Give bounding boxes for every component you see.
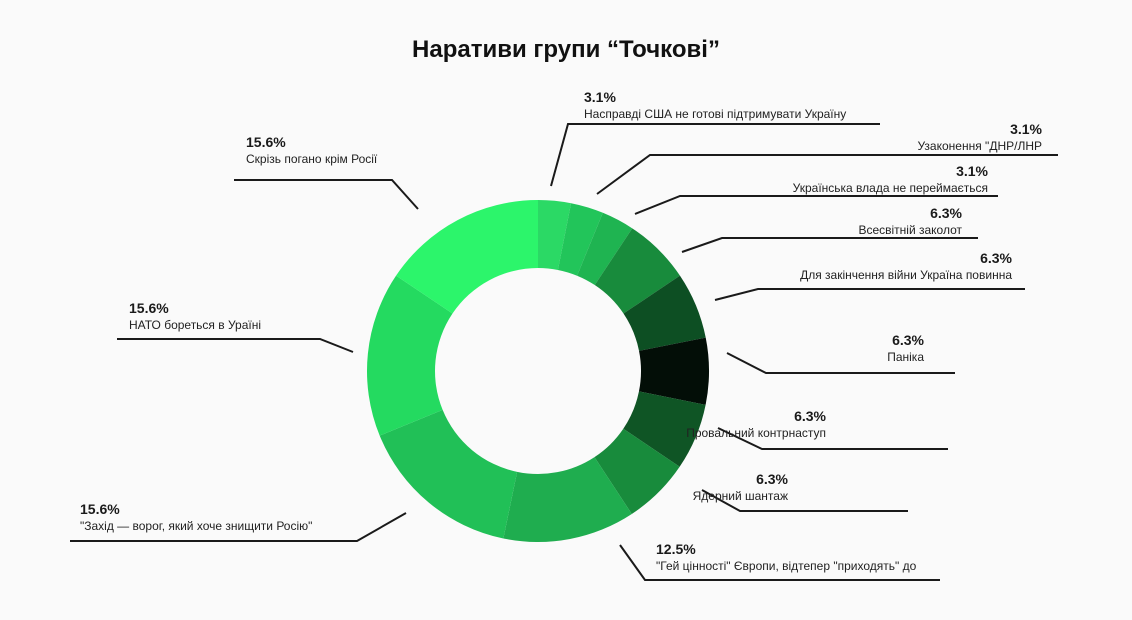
donut-slice: [594, 228, 680, 314]
donut-slice: [594, 428, 680, 514]
slice-percent: 15.6%: [80, 501, 120, 517]
slice-label: 6.3% Ядерний шантаж: [693, 470, 788, 504]
slice-label: 15.6% НАТО бореться в Ураїні: [129, 299, 261, 333]
donut-slice: [623, 275, 706, 351]
leader-line: [596, 154, 1058, 195]
leader-line: [717, 427, 948, 450]
slice-label: 15.6% Скрізь погано крім Росії: [246, 133, 377, 167]
leader-line: [234, 179, 419, 210]
donut-slice: [557, 203, 603, 276]
donut-slice: [638, 337, 709, 405]
slice-text: Провальний контрнаступ: [686, 426, 826, 440]
slice-percent: 6.3%: [756, 471, 788, 487]
donut-slice: [577, 212, 633, 286]
slice-percent: 6.3%: [930, 205, 962, 221]
leader-line: [726, 352, 955, 374]
slice-percent: 3.1%: [584, 89, 616, 105]
slice-label: 6.3% Провальний контрнаступ: [686, 407, 826, 441]
slice-label: 3.1% Узаконення "ДНР/ЛНР: [917, 120, 1042, 154]
donut-slice: [367, 275, 453, 436]
slice-percent: 15.6%: [129, 300, 169, 316]
leader-line: [714, 288, 1025, 301]
slice-percent: 6.3%: [980, 250, 1012, 266]
chart-title: Наративи групи “Точкові”: [412, 36, 720, 63]
slice-text: Скрізь погано крім Росії: [246, 152, 378, 166]
slice-percent: 6.3%: [794, 408, 826, 424]
leader-line: [70, 512, 407, 542]
donut-slice: [396, 200, 538, 314]
leader-line: [701, 489, 908, 512]
donut-slice: [623, 391, 706, 467]
leader-line: [550, 123, 880, 187]
slice-text: "Захід — ворог, який хоче знищити Росію": [80, 519, 313, 533]
leader-line: [619, 544, 940, 581]
slice-percent: 6.3%: [892, 332, 924, 348]
slice-label: 3.1% Українська влада не переймається: [793, 162, 988, 196]
slice-text: Насправді США не готові підтримувати Укр…: [584, 107, 847, 121]
slice-text: Ядерний шантаж: [692, 489, 788, 503]
donut-slice: [379, 409, 518, 539]
slice-label: 3.1% Насправді США не готові підтримувати…: [584, 88, 846, 122]
slice-text: Для закінчення війни Україна повинна: [800, 268, 1012, 282]
slice-label: 6.3% Паніка: [887, 331, 924, 365]
donut-slice: [538, 200, 572, 270]
slice-percent: 12.5%: [656, 541, 696, 557]
slice-label: 6.3% Всесвітній заколот: [858, 204, 962, 238]
leader-line: [634, 195, 998, 215]
donut-slice: [503, 457, 632, 542]
slice-percent: 3.1%: [1010, 121, 1042, 137]
slice-text: Узаконення "ДНР/ЛНР: [917, 139, 1042, 153]
slice-text: Українська влада не переймається: [792, 181, 988, 195]
slice-label: 12.5% "Гей цінності" Європи, відтепер "пр…: [656, 540, 916, 574]
slice-text: Всесвітній заколот: [858, 223, 962, 237]
slice-percent: 15.6%: [246, 134, 286, 150]
slice-percent: 3.1%: [956, 163, 988, 179]
slice-label: 15.6% "Захід — ворог, який хоче знищити Р…: [80, 500, 312, 534]
slice-text: "Гей цінності" Європи, відтепер "приходя…: [656, 559, 917, 573]
leader-line: [681, 237, 978, 253]
leader-line: [117, 338, 354, 353]
slice-text: НАТО бореться в Ураїні: [129, 318, 262, 332]
slice-label: 6.3% Для закінчення війни Україна повинна: [800, 249, 1012, 283]
slice-text: Паніка: [887, 350, 924, 364]
